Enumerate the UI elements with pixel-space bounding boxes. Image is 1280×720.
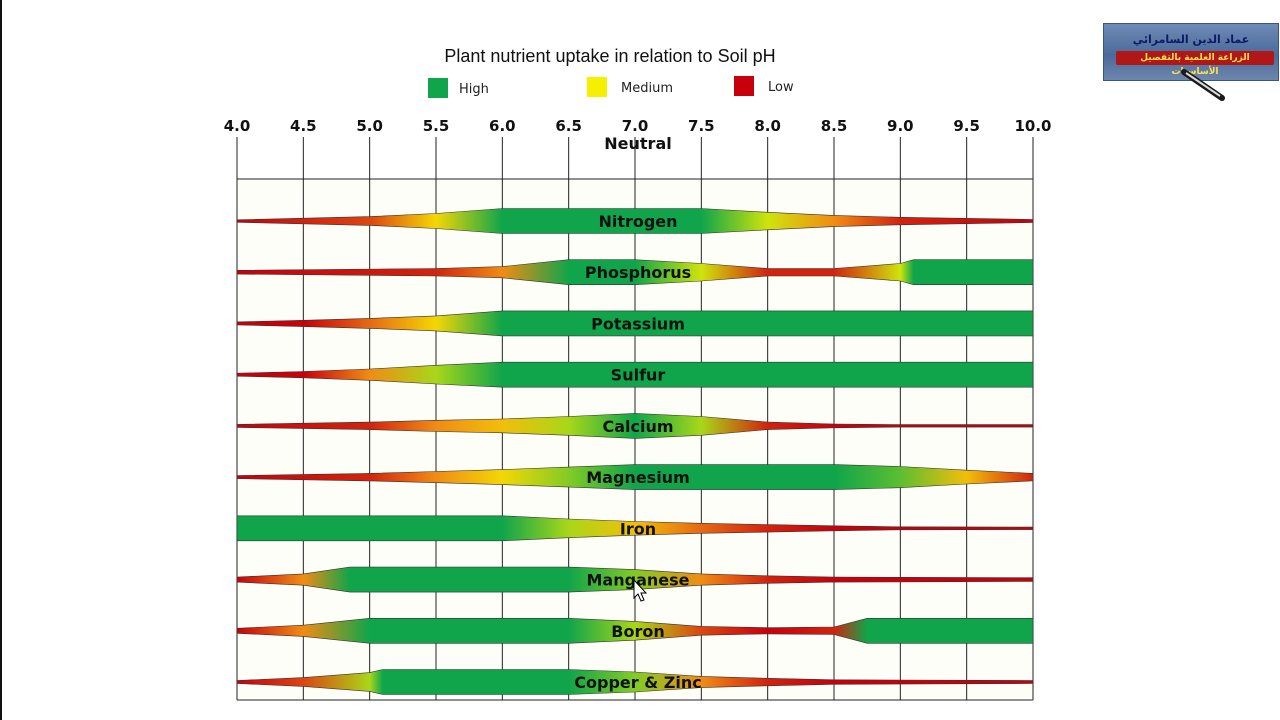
mouse-cursor-icon [633, 578, 648, 602]
ph-tick-label: 4.5 [290, 117, 317, 135]
ph-tick-label: 7.5 [688, 117, 715, 135]
ph-tick-label: 6.0 [489, 117, 516, 135]
nutrient-label: Copper & Zinc [574, 673, 701, 692]
nutrient-label: Nitrogen [598, 212, 677, 231]
channel-logo: عماد الدين السامرائي الزراعة العلمية بال… [1103, 23, 1279, 81]
nutrient-label: Calcium [602, 417, 673, 436]
logo-author-text: عماد الدين السامرائي [1132, 33, 1250, 46]
nutrient-label: Boron [611, 622, 664, 641]
ph-tick-label: 9.5 [953, 117, 980, 135]
nutrient-band [236, 361, 1034, 388]
ph-tick-label: 9.0 [887, 117, 914, 135]
nutrient-band [236, 566, 1034, 593]
nutrient-bands: Nitrogen Phosphorus Potassium Sulfur Calcium… [236, 208, 1034, 695]
nutrient-band [236, 464, 1034, 490]
legend-label-low: Low [768, 80, 794, 95]
nutrient-band [236, 618, 1034, 644]
nutrient-band [236, 259, 1034, 285]
nutrient-label: Potassium [591, 314, 685, 333]
nutrient-label: Manganese [587, 571, 690, 590]
ph-tick-label: 5.5 [423, 117, 450, 135]
ph-axis: 4.0 4.5 5.0 5.5 6.0 6.5 7.0 7.5 8.0 8.5 9.0 9.5 10.0 [224, 117, 1052, 135]
chart-title: Plant nutrient uptake in relation to Soi… [444, 46, 775, 66]
ph-tick-label: 7.0 [622, 117, 649, 135]
page-left-border [0, 0, 2, 720]
nutrient-band [236, 413, 1034, 439]
ph-tick-label: 6.5 [555, 117, 582, 135]
nutrient-band [236, 208, 1034, 234]
ph-tick-label: 8.0 [754, 117, 781, 135]
nutrient-label: Phosphorus [585, 263, 691, 282]
ph-tick-label: 10.0 [1014, 117, 1051, 135]
nutrient-label: Magnesium [586, 468, 689, 487]
nutrient-band [236, 515, 1034, 542]
logo-subtitle-text: الزراعة العلمية بالتفصيل الأساسيات [1116, 51, 1274, 77]
legend-label-high: High [459, 82, 489, 97]
nutrient-label: Sulfur [611, 366, 666, 385]
legend-swatch-high [428, 78, 448, 98]
legend-swatch-medium [587, 77, 607, 97]
legend-label-medium: Medium [621, 81, 673, 96]
nutrient-band [236, 669, 1034, 695]
neutral-label: Neutral [604, 134, 671, 153]
nutrient-label: Iron [620, 519, 656, 538]
legend-swatch-low [734, 76, 754, 96]
nutrient-band [236, 310, 1034, 337]
pen-icon [1181, 69, 1225, 101]
ph-tick-label: 4.0 [224, 117, 251, 135]
ph-tick-label: 5.0 [356, 117, 383, 135]
ph-tick-label: 8.5 [821, 117, 848, 135]
